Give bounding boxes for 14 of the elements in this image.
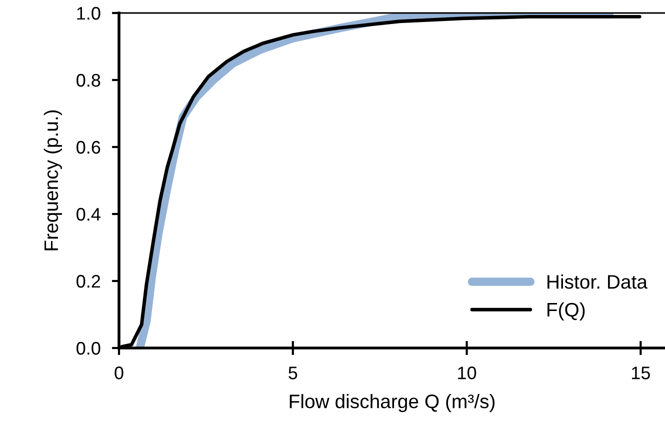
y-tick-label: 0.4 [76, 208, 100, 221]
y-tick-label: 1.0 [77, 6, 100, 20]
y-tick-label: 0.2 [76, 274, 100, 288]
x-axis-title: Flow discharge Q (m³/s) [290, 394, 495, 412]
legend-label: Histor. Data [548, 274, 648, 289]
y-tick-label: 0.8 [76, 74, 100, 87]
y-tick-label: 0.6 [76, 140, 100, 154]
y-axis-title: Frequency (p.u.) [44, 110, 62, 250]
x-tick-label: 0 [114, 366, 124, 380]
x-tick-label: 10 [458, 366, 476, 380]
y-tick-label: 0.0 [76, 342, 100, 355]
x-tick-label: 15 [632, 366, 650, 380]
x-tick-label: 5 [288, 366, 298, 380]
legend-label: F(Q) [548, 302, 585, 320]
